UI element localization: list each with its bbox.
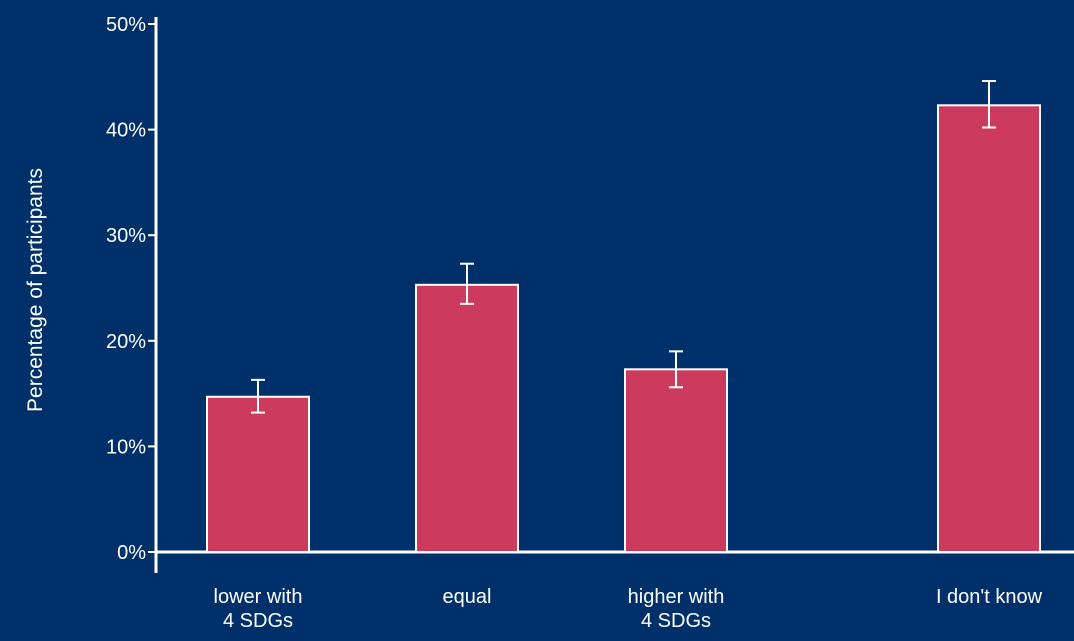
x-category-label-line: I don't know (936, 586, 1043, 608)
bars-group (206, 104, 1041, 554)
x-category-label: I don't know (936, 586, 1043, 608)
x-category-label: equal (443, 586, 492, 608)
x-category-label: lower with 4 SDGs (214, 586, 303, 632)
y-tick-label: 20% (106, 331, 146, 353)
y-tick-label: 50% (106, 14, 146, 36)
error-bars-group (251, 80, 996, 414)
y-tick-label: 40% (106, 120, 146, 142)
error-bar (460, 262, 474, 305)
y-axis-ticks: 0% 10% 20% 30% 40% 50% (106, 14, 156, 564)
x-category-label-line: equal (443, 586, 492, 608)
y-tick-label: 30% (106, 225, 146, 247)
error-bar (251, 378, 265, 414)
y-tick-label: 0% (117, 542, 146, 564)
x-category-label-line: higher with (628, 586, 725, 608)
y-axis-title: Percentage of participants (24, 168, 47, 412)
x-category-label: higher with 4 SDGs (628, 586, 725, 632)
bar (415, 283, 519, 553)
x-category-label-line: 4 SDGs (223, 610, 293, 632)
bar (937, 104, 1041, 553)
bar (206, 395, 310, 553)
x-category-label-line: 4 SDGs (641, 610, 711, 632)
bar (624, 368, 728, 554)
y-tick-label: 10% (106, 436, 146, 458)
error-bar (982, 80, 996, 129)
x-category-label-line: lower with (214, 586, 303, 608)
error-bar (669, 350, 683, 389)
